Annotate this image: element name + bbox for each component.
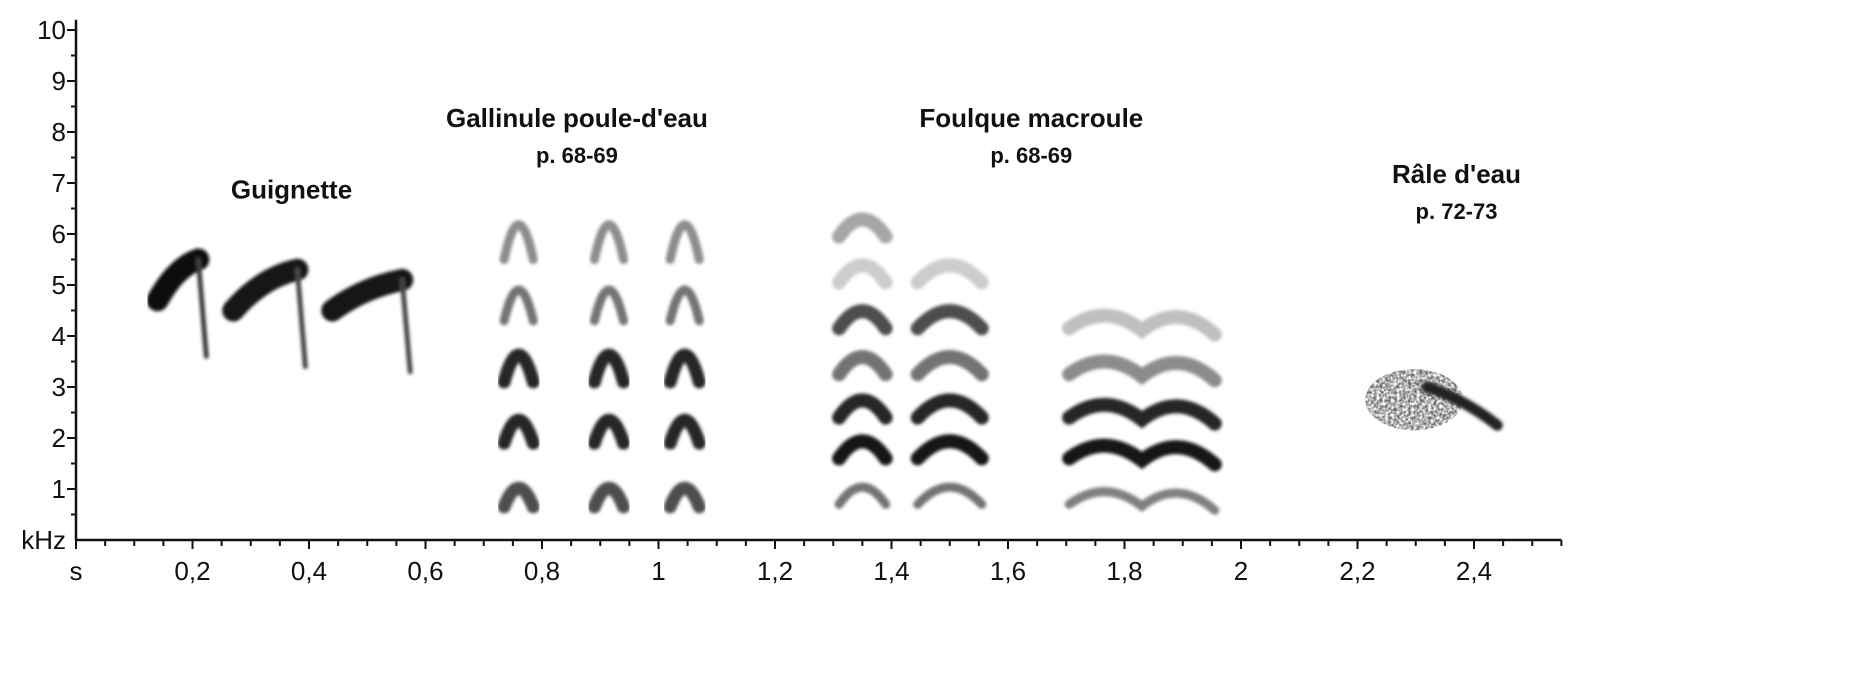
foulque-harmonic bbox=[834, 482, 891, 509]
gallinule-harmonic bbox=[663, 348, 706, 389]
y-tick-label: kHz bbox=[21, 525, 66, 555]
species-name: Râle d'eau bbox=[1392, 159, 1521, 189]
species-page-ref: p. 72-73 bbox=[1416, 199, 1498, 224]
x-tick-label: 2,2 bbox=[1339, 556, 1375, 586]
foulque-harmonic bbox=[832, 258, 893, 290]
x-tick-label: s bbox=[70, 556, 83, 586]
y-tick-label: 8 bbox=[52, 117, 66, 147]
gallinule-harmonic bbox=[587, 348, 631, 389]
x-tick-label: 0,8 bbox=[524, 556, 560, 586]
gallinule-harmonic bbox=[499, 285, 538, 326]
x-tick-label: 1,2 bbox=[757, 556, 793, 586]
y-tick-label: 7 bbox=[52, 168, 66, 198]
gallinule-harmonic bbox=[665, 220, 704, 264]
species-name: Foulque macroule bbox=[919, 103, 1143, 133]
x-tick-label: 0,2 bbox=[174, 556, 210, 586]
foulque-harmonic bbox=[910, 258, 989, 290]
guignette-drop bbox=[195, 257, 209, 359]
gallinule-harmonic bbox=[499, 220, 538, 264]
foulque-call bbox=[910, 258, 989, 509]
spectrogram-marks bbox=[146, 212, 1503, 515]
y-tick-label: 3 bbox=[52, 372, 66, 402]
x-tick-label: 1,4 bbox=[873, 556, 909, 586]
foulque-harmonic bbox=[832, 304, 893, 336]
foulque-harmonic bbox=[1062, 438, 1222, 472]
species-page-ref: p. 68-69 bbox=[990, 143, 1072, 168]
guignette-call bbox=[146, 248, 210, 359]
x-tick-label: 0,6 bbox=[407, 556, 443, 586]
y-tick-label: 4 bbox=[52, 321, 66, 351]
species-name: Gallinule poule-d'eau bbox=[446, 103, 708, 133]
gallinule-harmonic bbox=[663, 481, 706, 514]
species-page-ref: p. 68-69 bbox=[536, 143, 618, 168]
guignette-sweep bbox=[321, 268, 414, 322]
x-tick-label: 1,6 bbox=[990, 556, 1026, 586]
species-labels: Guignette Gallinule poule-d'eau p. 68-69 Fo… bbox=[231, 103, 1521, 224]
foulque-harmonic bbox=[832, 212, 893, 244]
foulque-call bbox=[832, 212, 893, 509]
x-tick-label: 2,4 bbox=[1456, 556, 1492, 586]
gallinule-harmonic bbox=[497, 414, 540, 450]
foulque-harmonic bbox=[910, 393, 989, 425]
gallinule-call bbox=[497, 220, 540, 514]
axes: s 0,2 0,4 0,6 0,8 1 1,2 1,4 1,6 1,8 2 2,2 2,4 kHz 1 2 3 4… bbox=[21, 15, 1563, 586]
guignette-call bbox=[321, 268, 414, 375]
y-tick-label: 1 bbox=[52, 474, 66, 504]
foulque-harmonic bbox=[832, 350, 893, 382]
foulque-harmonic bbox=[910, 304, 989, 336]
gallinule-harmonic bbox=[587, 481, 631, 514]
gallinule-harmonic bbox=[589, 285, 629, 326]
foulque-harmonic bbox=[1062, 354, 1222, 388]
foulque-harmonic bbox=[1062, 397, 1222, 431]
foulque-harmonic bbox=[910, 350, 989, 382]
gallinule-harmonic bbox=[497, 348, 540, 389]
foulque-harmonic bbox=[832, 393, 893, 425]
foulque-harmonic bbox=[832, 434, 893, 466]
gallinule-harmonic bbox=[497, 481, 540, 514]
x-tick-label: 0,4 bbox=[291, 556, 327, 586]
guignette-drop bbox=[399, 277, 413, 375]
y-tick-label: 2 bbox=[52, 423, 66, 453]
foulque-harmonic bbox=[1064, 487, 1220, 515]
gallinule-call bbox=[663, 220, 706, 514]
y-tick-label: 6 bbox=[52, 219, 66, 249]
foulque-harmonic bbox=[913, 482, 987, 509]
x-tick-label: 1,8 bbox=[1106, 556, 1142, 586]
rale-tail bbox=[1421, 381, 1503, 431]
y-tick-label: 10 bbox=[37, 15, 66, 45]
guignette-sweep bbox=[146, 248, 210, 312]
x-tick-label: 1 bbox=[651, 556, 665, 586]
rale-call bbox=[1365, 369, 1503, 431]
gallinule-harmonic bbox=[589, 220, 629, 264]
gallinule-harmonic bbox=[665, 285, 704, 326]
foulque-call bbox=[1062, 308, 1222, 515]
guignette-drop bbox=[294, 267, 308, 370]
foulque-harmonic bbox=[910, 434, 989, 466]
y-tick-label: 5 bbox=[52, 270, 66, 300]
rale-noise bbox=[1365, 369, 1463, 431]
guignette-call bbox=[222, 258, 309, 370]
x-tick-label: 2 bbox=[1234, 556, 1248, 586]
y-tick-label: 9 bbox=[52, 66, 66, 96]
gallinule-harmonic bbox=[587, 414, 631, 450]
gallinule-harmonic bbox=[663, 414, 706, 450]
foulque-harmonic bbox=[1062, 308, 1222, 342]
species-name: Guignette bbox=[231, 174, 352, 204]
gallinule-call bbox=[587, 220, 631, 514]
guignette-sweep bbox=[222, 258, 309, 322]
